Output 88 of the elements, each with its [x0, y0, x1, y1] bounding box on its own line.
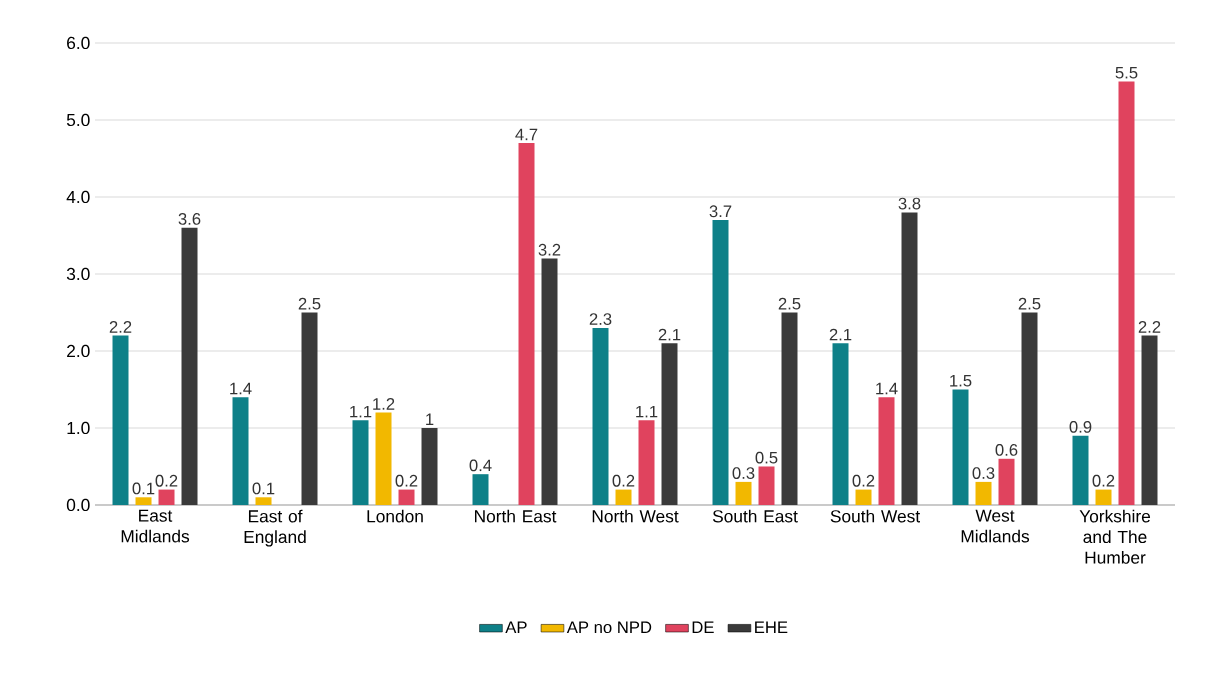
data-label: 0.9 — [1069, 420, 1092, 433]
data-label: 2.2 — [1138, 321, 1161, 333]
bar — [112, 335, 129, 505]
bar — [832, 343, 849, 505]
data-label: 0.1 — [252, 482, 275, 495]
bar — [1141, 335, 1158, 505]
data-label: 4.7 — [515, 128, 538, 141]
bar — [135, 497, 152, 505]
data-label: 3.7 — [709, 205, 732, 218]
bar — [855, 489, 872, 505]
data-label: 1.4 — [876, 382, 898, 395]
data-label: 0.3 — [732, 467, 755, 479]
bar — [1021, 312, 1038, 505]
data-label: 2.5 — [298, 297, 321, 310]
legend-label: AP no NPD — [566, 621, 652, 634]
bar — [781, 312, 798, 505]
x-tick-label: Yorkshire and The Humber — [1079, 509, 1151, 564]
data-label: 1.1 — [350, 405, 372, 418]
legend-label: DE — [692, 621, 714, 633]
bar — [181, 227, 198, 505]
bar — [998, 458, 1015, 505]
data-label: 0.2 — [852, 474, 875, 487]
data-label: 1 — [426, 413, 434, 426]
bar — [398, 489, 415, 505]
y-tick-label: 6.0 — [67, 36, 90, 50]
x-tick-label: West Midlands — [961, 509, 1030, 543]
y-tick-label: 0.0 — [66, 498, 90, 512]
data-label: 3.2 — [538, 243, 561, 256]
bar — [541, 258, 558, 505]
data-label: 3.8 — [898, 197, 921, 210]
data-label: 0.2 — [155, 474, 178, 487]
bar — [375, 412, 392, 505]
bar — [615, 489, 632, 505]
bar — [735, 481, 752, 505]
bar — [352, 420, 369, 505]
data-label: 1.1 — [636, 405, 658, 418]
bar — [301, 312, 318, 505]
data-label: 5.5 — [1115, 66, 1138, 79]
y-tick-label: 5.0 — [66, 113, 90, 127]
y-tick-label: 3.0 — [66, 267, 90, 281]
bar — [758, 466, 775, 505]
data-label: 0.2 — [612, 474, 635, 487]
y-tick-label: 2.0 — [67, 344, 90, 358]
bar — [1095, 489, 1112, 505]
data-label: 1.2 — [373, 398, 395, 410]
x-tick-label: East Midlands — [121, 509, 190, 543]
legend-label: AP — [505, 621, 527, 633]
bar — [472, 474, 489, 505]
x-tick-label: North West — [592, 509, 679, 523]
data-label: 0.4 — [469, 459, 492, 472]
y-tick-label: 1.0 — [67, 421, 90, 435]
data-label: 2.1 — [829, 328, 852, 341]
x-tick-label: South East — [712, 509, 798, 523]
bar — [901, 212, 918, 505]
legend-label: EHE — [755, 621, 788, 633]
bar — [592, 327, 609, 505]
bar — [952, 389, 969, 505]
data-label: 1.4 — [230, 382, 252, 395]
data-label: 2.1 — [658, 328, 681, 341]
data-label: 0.5 — [755, 451, 778, 464]
data-label: 2.2 — [109, 321, 132, 333]
bar — [518, 143, 535, 505]
bar — [158, 489, 175, 505]
data-label: 2.3 — [589, 313, 612, 325]
x-tick-label: South West — [830, 509, 920, 523]
bar — [232, 397, 249, 505]
x-tick-label: North East — [475, 509, 557, 523]
bar — [661, 343, 678, 505]
bar — [255, 497, 272, 505]
data-label: 0.2 — [395, 474, 418, 487]
bar — [975, 481, 992, 505]
data-label: 2.5 — [1018, 297, 1041, 310]
bar — [878, 397, 895, 505]
data-label: 0.6 — [995, 444, 1018, 456]
data-label: 1.5 — [950, 374, 972, 387]
x-tick-label: East of England — [244, 509, 306, 547]
bar — [638, 420, 655, 505]
data-label: 3.6 — [178, 213, 201, 225]
y-tick-label: 4.0 — [66, 190, 90, 204]
data-label: 2.5 — [778, 297, 801, 310]
bar — [421, 427, 438, 505]
bar — [1118, 81, 1135, 505]
bar — [1072, 435, 1089, 505]
data-label: 0.2 — [1092, 474, 1115, 487]
x-tick-label: London — [367, 509, 423, 523]
data-label: 0.1 — [132, 482, 155, 495]
bar — [712, 220, 729, 505]
data-label: 0.3 — [972, 467, 995, 479]
